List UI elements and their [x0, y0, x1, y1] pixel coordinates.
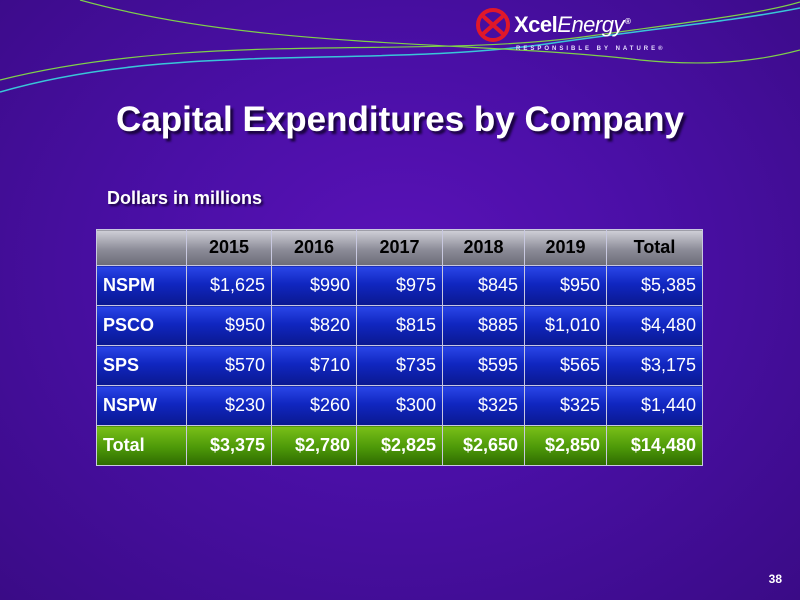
- header-cell-2016: 2016: [271, 229, 357, 266]
- row-label: SPS: [96, 345, 187, 386]
- logo-name-light: Energy: [557, 12, 624, 37]
- row-label: NSPM: [96, 265, 187, 306]
- table-cell: $5,385: [606, 265, 703, 306]
- capex-table: 2015 2016 2017 2018 2019 Total NSPM $1,6…: [96, 229, 703, 466]
- table-cell: $975: [356, 265, 443, 306]
- table-cell: $885: [442, 305, 525, 346]
- table-cell: $565: [524, 345, 607, 386]
- total-cell: $2,825: [356, 425, 443, 466]
- table-cell: $300: [356, 385, 443, 426]
- table-cell: $950: [524, 265, 607, 306]
- total-cell: $2,650: [442, 425, 525, 466]
- table-cell: $3,175: [606, 345, 703, 386]
- logo-name-bold: Xcel: [514, 12, 558, 37]
- table-cell: $1,440: [606, 385, 703, 426]
- header-cell-company: [96, 229, 187, 266]
- table-row: NSPW $230 $260 $300 $325 $325 $1,440: [96, 385, 703, 426]
- row-label: NSPW: [96, 385, 187, 426]
- total-cell: $14,480: [606, 425, 703, 466]
- table-cell: $710: [271, 345, 357, 386]
- table-cell: $820: [271, 305, 357, 346]
- table-cell: $815: [356, 305, 443, 346]
- table-row: NSPM $1,625 $990 $975 $845 $950 $5,385: [96, 265, 703, 306]
- table-cell: $260: [271, 385, 357, 426]
- header-cell-2017: 2017: [356, 229, 443, 266]
- table-cell: $595: [442, 345, 525, 386]
- table-row: PSCO $950 $820 $815 $885 $1,010 $4,480: [96, 305, 703, 346]
- table-cell: $990: [271, 265, 357, 306]
- table-row: SPS $570 $710 $735 $595 $565 $3,175: [96, 345, 703, 386]
- page-number: 38: [768, 572, 782, 586]
- total-cell: $2,850: [524, 425, 607, 466]
- table-cell: $950: [186, 305, 272, 346]
- xcel-energy-logo: XcelEnergy® RESPONSIBLE BY NATURE®: [476, 6, 663, 56]
- table-cell: $230: [186, 385, 272, 426]
- slide-title: Capital Expenditures by Company: [116, 100, 684, 139]
- table-total-row: Total $3,375 $2,780 $2,825 $2,650 $2,850…: [96, 425, 703, 466]
- slide-subtitle: Dollars in millions: [107, 188, 263, 208]
- xcel-energy-logo-mark-icon: [476, 8, 510, 42]
- decorative-swoosh-lines: [0, 0, 800, 93]
- total-row-label: Total: [96, 425, 187, 466]
- row-label: PSCO: [96, 305, 187, 346]
- table-header-row: 2015 2016 2017 2018 2019 Total: [96, 229, 703, 266]
- table-cell: $1,625: [186, 265, 272, 306]
- logo-registered-mark: ®: [624, 16, 631, 26]
- logo-wordmark: XcelEnergy®: [514, 12, 631, 38]
- header-cell-2019: 2019: [524, 229, 607, 266]
- table-cell: $325: [524, 385, 607, 426]
- total-cell: $3,375: [186, 425, 272, 466]
- table-cell: $845: [442, 265, 525, 306]
- header-cell-2018: 2018: [442, 229, 525, 266]
- table-cell: $570: [186, 345, 272, 386]
- table-cell: $325: [442, 385, 525, 426]
- header-cell-total: Total: [606, 229, 703, 266]
- table-cell: $1,010: [524, 305, 607, 346]
- table-cell: $735: [356, 345, 443, 386]
- logo-tagline: RESPONSIBLE BY NATURE®: [516, 46, 666, 52]
- total-cell: $2,780: [271, 425, 357, 466]
- header-cell-2015: 2015: [186, 229, 272, 266]
- table-cell: $4,480: [606, 305, 703, 346]
